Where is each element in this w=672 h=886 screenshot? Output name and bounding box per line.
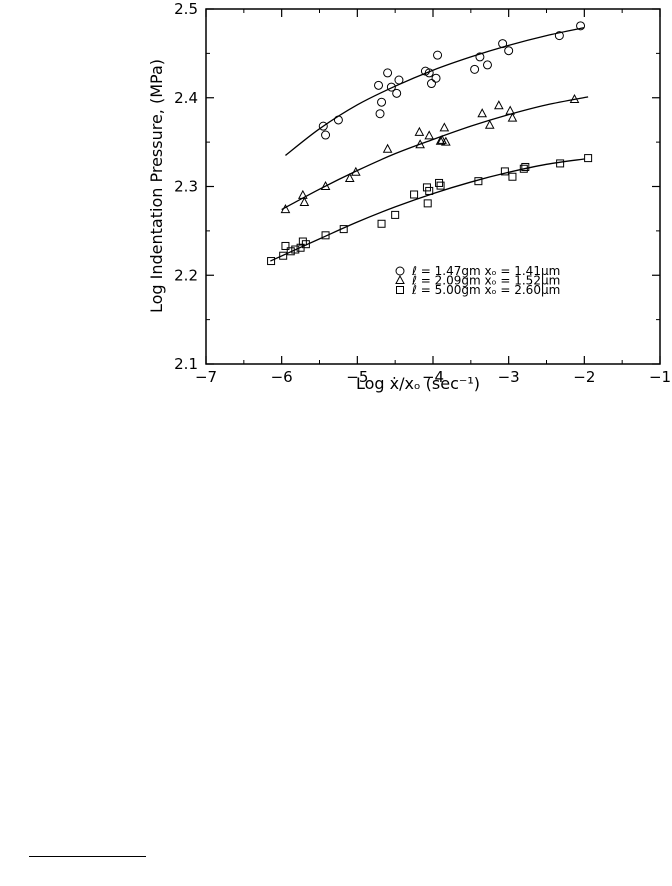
data-point-series-3 bbox=[267, 257, 276, 266]
data-point-series-3 bbox=[519, 164, 528, 173]
data-point-series-2 bbox=[439, 122, 450, 132]
data-point-series-2 bbox=[414, 126, 425, 136]
data-point-series-3 bbox=[279, 251, 288, 260]
x-tick-label: −4 bbox=[422, 368, 444, 386]
data-point-series-3 bbox=[508, 172, 517, 181]
legend-label-series-2: ℓ = 2.09gm xₒ = 1.52μm bbox=[411, 274, 560, 288]
data-point-series-3 bbox=[391, 210, 400, 219]
x-tick-label: −2 bbox=[573, 368, 595, 386]
legend-marker-series-3 bbox=[396, 286, 404, 294]
data-point-series-3 bbox=[435, 178, 444, 187]
x-tick-label: −3 bbox=[498, 368, 520, 386]
data-point-series-3 bbox=[500, 167, 509, 176]
fit-curve-series-3 bbox=[270, 158, 585, 262]
data-point-series-2 bbox=[505, 105, 516, 115]
fit-curve-series-2 bbox=[281, 96, 589, 211]
data-point-series-1 bbox=[554, 31, 564, 41]
data-point-series-3 bbox=[339, 225, 348, 234]
data-point-series-1 bbox=[498, 39, 508, 49]
data-point-series-1 bbox=[482, 60, 492, 70]
y-tick-label: 2.2 bbox=[174, 266, 198, 284]
x-tick-label: −1 bbox=[649, 368, 671, 386]
data-point-series-1 bbox=[576, 21, 586, 31]
data-point-series-2 bbox=[437, 134, 447, 144]
data-point-series-1 bbox=[424, 68, 434, 78]
data-point-series-2 bbox=[569, 93, 580, 104]
data-point-series-3 bbox=[556, 159, 565, 168]
data-point-series-3 bbox=[281, 241, 290, 250]
data-point-series-3 bbox=[377, 219, 386, 228]
data-point-series-1 bbox=[433, 50, 443, 60]
data-point-series-3 bbox=[321, 231, 330, 240]
data-point-series-2 bbox=[299, 196, 310, 206]
data-point-series-1 bbox=[475, 52, 485, 62]
data-point-series-2 bbox=[424, 130, 435, 140]
footnote-rule bbox=[29, 856, 146, 857]
x-axis-title: Log ẋ/xₒ (sec⁻¹) bbox=[356, 374, 480, 393]
data-point-series-1 bbox=[386, 82, 396, 92]
data-point-series-1 bbox=[470, 64, 480, 74]
data-point-series-3 bbox=[521, 162, 530, 171]
data-point-series-1 bbox=[383, 68, 393, 78]
y-tick-label: 2.1 bbox=[174, 355, 198, 373]
data-point-series-3 bbox=[410, 190, 419, 199]
data-point-series-3 bbox=[423, 199, 432, 208]
axes: −7 −6 −5 −4 −3 −2 −1 2.1 2.2 2.3 2.4 2.5 bbox=[174, 0, 671, 386]
data-point-series-1 bbox=[374, 80, 384, 90]
y-tick-label: 2.3 bbox=[174, 178, 198, 196]
data-points bbox=[267, 21, 593, 266]
data-point-series-2 bbox=[320, 180, 331, 190]
data-point-series-1 bbox=[392, 88, 402, 98]
data-point-series-1 bbox=[504, 46, 514, 56]
data-point-series-2 bbox=[344, 172, 355, 183]
data-point-series-1 bbox=[333, 115, 343, 125]
legend-label-series-3: ℓ = 5.00gm xₒ = 2.60μm bbox=[411, 283, 560, 297]
chart-container: −7 −6 −5 −4 −3 −2 −1 2.1 2.2 2.3 2.4 2.5 ℓ = 1.47gm… bbox=[0, 0, 672, 400]
plot-frame bbox=[205, 8, 661, 365]
indentation-pressure-chart: −7 −6 −5 −4 −3 −2 −1 2.1 2.2 2.3 2.4 2.5 ℓ = 1.47gm… bbox=[147, 0, 671, 393]
y-tick-label: 2.4 bbox=[174, 89, 198, 107]
legend-marker-series-1 bbox=[395, 266, 405, 276]
data-point-series-2 bbox=[484, 119, 495, 129]
legend-marker-series-2 bbox=[395, 274, 405, 284]
data-point-series-1 bbox=[394, 75, 404, 85]
data-point-series-2 bbox=[280, 204, 291, 214]
data-point-series-3 bbox=[425, 186, 434, 195]
data-point-series-2 bbox=[382, 143, 393, 153]
x-tick-label: −7 bbox=[195, 368, 217, 386]
y-tick-label: 2.5 bbox=[174, 0, 198, 18]
data-point-series-1 bbox=[321, 130, 331, 140]
data-point-series-3 bbox=[584, 154, 593, 163]
data-point-series-2 bbox=[415, 139, 425, 149]
data-point-series-2 bbox=[435, 135, 446, 145]
data-point-series-2 bbox=[441, 136, 451, 146]
data-point-series-2 bbox=[493, 100, 504, 110]
data-point-series-3 bbox=[286, 247, 295, 256]
data-point-series-3 bbox=[301, 240, 310, 249]
data-point-series-1 bbox=[318, 121, 328, 131]
data-point-series-1 bbox=[377, 97, 387, 107]
data-point-series-1 bbox=[375, 109, 385, 119]
data-point-series-2 bbox=[298, 189, 308, 199]
y-axis-title: Log Indentation Pressure, (MPa) bbox=[147, 59, 166, 313]
data-point-series-2 bbox=[507, 112, 518, 122]
fit-curve-series-1 bbox=[285, 27, 585, 156]
data-point-series-1 bbox=[431, 73, 441, 83]
data-point-series-3 bbox=[436, 181, 445, 190]
data-point-series-2 bbox=[477, 108, 488, 118]
data-point-series-1 bbox=[426, 79, 436, 89]
data-point-series-3 bbox=[291, 245, 300, 254]
data-point-series-3 bbox=[474, 177, 483, 186]
legend-label-series-1: ℓ = 1.47gm xₒ = 1.41μm bbox=[411, 264, 560, 278]
x-tick-label: −5 bbox=[346, 368, 368, 386]
data-point-series-2 bbox=[350, 166, 361, 176]
fit-curves bbox=[270, 27, 589, 262]
x-tick-label: −6 bbox=[271, 368, 293, 386]
